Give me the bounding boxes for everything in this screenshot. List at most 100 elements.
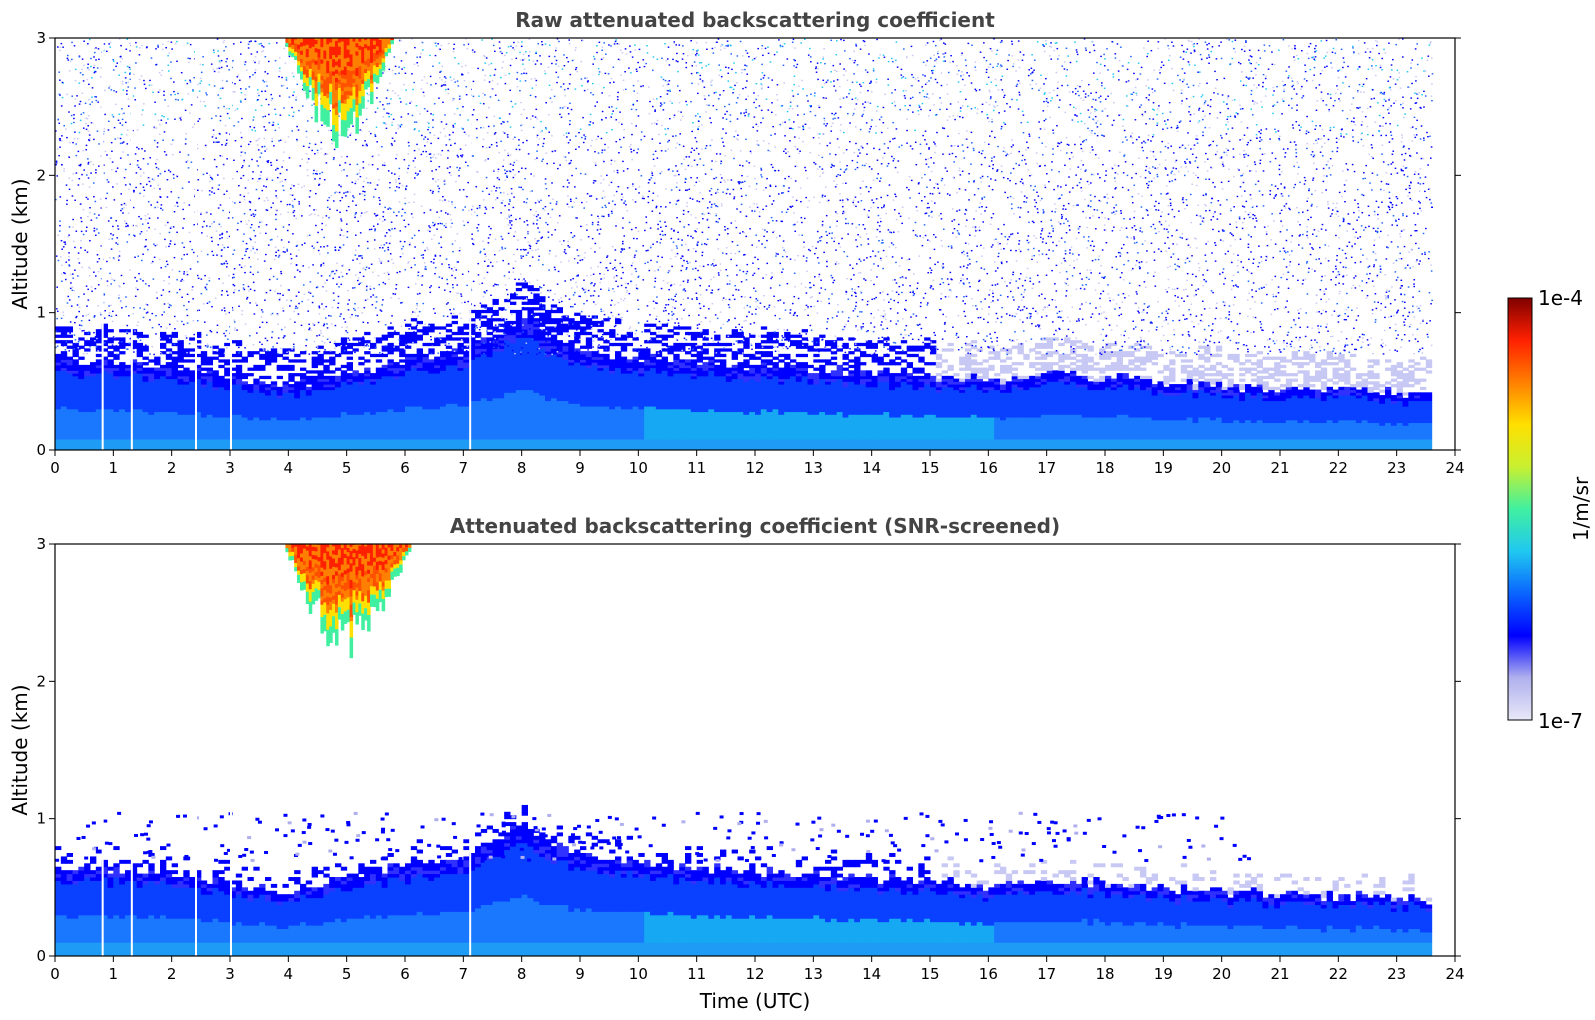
heatmap-cell [265, 414, 272, 418]
heatmap-cell [644, 425, 651, 429]
heatmap-cell [78, 439, 85, 443]
heatmap-cell [591, 444, 598, 448]
heatmap-cell [755, 411, 762, 415]
heatmap-cell [340, 337, 348, 341]
heatmap-cell [311, 408, 318, 413]
heatmap-cell [364, 381, 371, 385]
heatmap-cell [393, 395, 400, 399]
heatmap-cell [720, 395, 727, 399]
heatmap-cell [801, 400, 808, 404]
heatmap-cell [562, 430, 569, 435]
heatmap-cell [288, 395, 295, 399]
heatmap-cell [574, 392, 581, 396]
heatmap-cell [795, 345, 803, 349]
heatmap-cell [165, 370, 173, 374]
heatmap-cell [661, 323, 668, 327]
heatmap-cell [276, 444, 283, 448]
heatmap-cell [620, 419, 628, 424]
heatmap-cell [766, 425, 773, 429]
heatmap-cell [154, 414, 161, 418]
heatmap-cell [632, 364, 639, 369]
heatmap-cell [189, 359, 196, 363]
heatmap-cell [165, 392, 173, 396]
heatmap-cell [130, 392, 138, 396]
heatmap-cell [632, 395, 639, 399]
heatmap-cell [731, 375, 738, 380]
heatmap-cell [399, 444, 406, 448]
heatmap-cell [492, 400, 499, 404]
heatmap-cell [95, 425, 103, 429]
heatmap-cell [801, 436, 808, 440]
heatmap-cell [609, 447, 616, 450]
heatmap-cell [329, 384, 336, 388]
heatmap-cell [749, 373, 756, 377]
heatmap-cell [545, 312, 552, 316]
heatmap-cell [107, 422, 114, 426]
heatmap-cell [469, 337, 476, 341]
heatmap-cell [620, 359, 628, 363]
heatmap-cell [323, 406, 330, 410]
heatmap-cell [171, 436, 178, 440]
heatmap-cell [655, 334, 663, 338]
heatmap-cell [160, 378, 167, 382]
heatmap-cell [510, 397, 517, 402]
heatmap-cell [615, 428, 622, 432]
heatmap-cell [60, 329, 68, 333]
heatmap-cell [562, 403, 569, 407]
heatmap-cell [585, 419, 593, 424]
heatmap-cell [556, 384, 563, 388]
heatmap-cell [795, 397, 803, 402]
heatmap-cell [200, 441, 208, 446]
heatmap-cell [504, 326, 511, 330]
heatmap-cell [259, 356, 266, 360]
heatmap-cell [358, 340, 365, 344]
heatmap-cell [521, 323, 528, 327]
heatmap-cell [632, 406, 639, 410]
heatmap-cell [95, 397, 103, 402]
heatmap-cell [667, 433, 674, 437]
heatmap-cell [655, 433, 663, 437]
heatmap-cell [218, 419, 225, 424]
heatmap-cell [807, 422, 814, 426]
heatmap-cell [556, 428, 563, 432]
heatmap-cell [591, 384, 598, 388]
heatmap-cell [399, 389, 406, 393]
heatmap-cell [650, 428, 657, 432]
heatmap-cell [387, 441, 394, 446]
heatmap-cell [795, 362, 803, 366]
heatmap-cell [305, 406, 313, 410]
heatmap-cell [253, 408, 260, 413]
heatmap-cell [288, 433, 295, 437]
heatmap-cell [130, 375, 138, 380]
heatmap-cell [142, 348, 149, 352]
heatmap-cell [655, 364, 663, 369]
heatmap-cell [498, 408, 505, 413]
heatmap-cell [591, 408, 598, 413]
heatmap-cell [813, 430, 820, 435]
heatmap-cell [720, 362, 727, 366]
heatmap-cell [801, 428, 808, 432]
heatmap-cell [510, 436, 517, 440]
heatmap-cell [562, 384, 569, 388]
heatmap-cell [375, 419, 383, 424]
heatmap-cell [212, 373, 219, 377]
heatmap-cell [714, 384, 721, 388]
heatmap-cell [737, 447, 744, 450]
heatmap-cell [475, 384, 482, 388]
heatmap-cell [510, 309, 517, 314]
heatmap-cell [801, 414, 808, 418]
heatmap-cell [527, 298, 534, 303]
heatmap-cell [212, 408, 219, 413]
heatmap-cell [317, 370, 324, 374]
heatmap-cell [498, 430, 505, 435]
heatmap-cell [66, 425, 73, 429]
heatmap-cell [230, 373, 237, 377]
heatmap-cell [288, 419, 295, 424]
heatmap-cell [416, 400, 423, 404]
heatmap-cell [171, 422, 178, 426]
heatmap-cell [457, 430, 464, 435]
heatmap-cell [667, 419, 674, 424]
heatmap-cell [580, 403, 587, 407]
heatmap-cell [358, 337, 365, 341]
heatmap-cell [165, 403, 173, 407]
